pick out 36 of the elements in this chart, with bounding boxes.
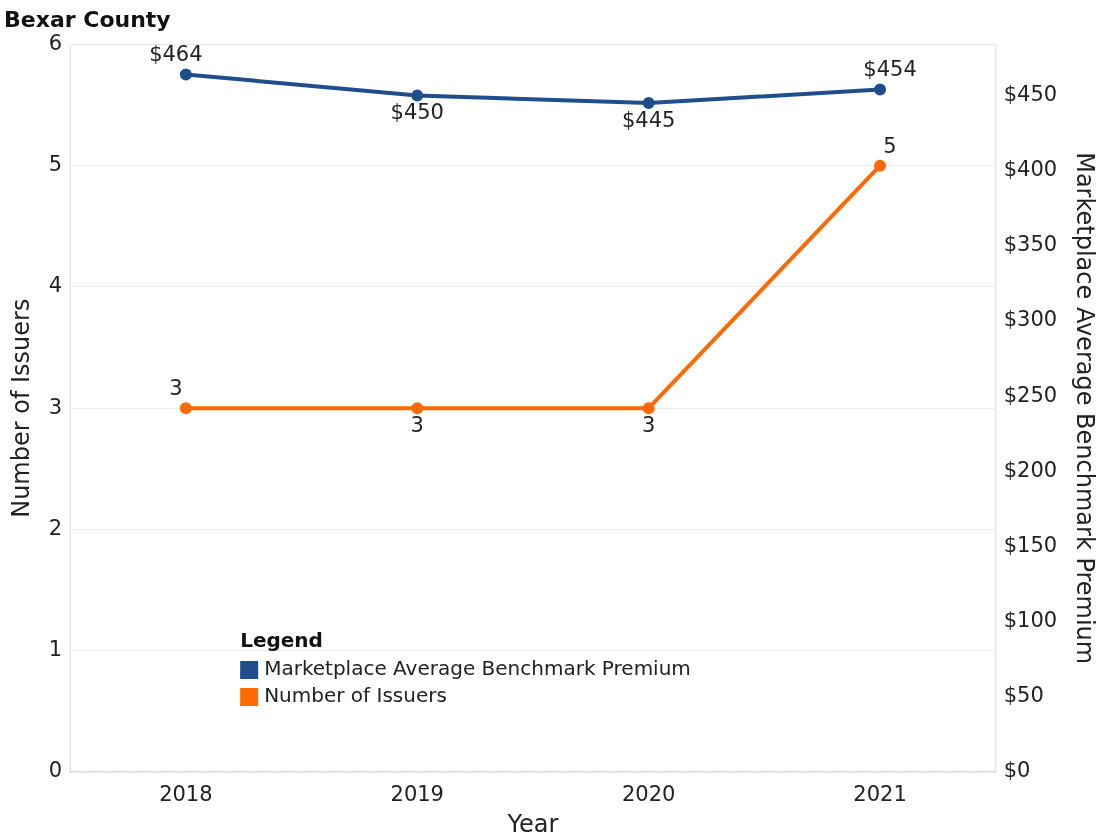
y2-tick-label: $200: [1003, 457, 1058, 482]
x-tick-label: 2021: [853, 782, 907, 807]
y-axis-title: Number of Issuers: [6, 298, 35, 518]
y-tick-label: 6: [48, 30, 63, 55]
data-label: 3: [410, 413, 424, 438]
x-tick-label: 2018: [159, 782, 213, 807]
data-label: 5: [883, 133, 897, 158]
y2-tick-label: $450: [1003, 81, 1058, 106]
y-tick-label: 2: [48, 515, 63, 540]
y2-tick-label: $150: [1003, 532, 1058, 557]
data-label: $450: [390, 100, 444, 125]
data-label: 3: [169, 376, 183, 401]
y2-tick-label: $100: [1003, 608, 1058, 633]
x-axis-title: Year: [506, 809, 559, 838]
y2-tick-label: $400: [1003, 157, 1058, 182]
x-tick-label: 2020: [621, 782, 676, 807]
y-tick-label: 3: [48, 394, 63, 419]
y-tick-label: 0: [48, 758, 63, 783]
y2-tick-label: $50: [1003, 683, 1044, 708]
y-tick-label: 4: [48, 273, 63, 298]
data-label: $464: [149, 42, 203, 67]
y-tick-label: 5: [48, 152, 63, 177]
legend-label: Marketplace Average Benchmark Premium: [264, 656, 691, 681]
data-label: 3: [641, 413, 656, 438]
y-tick-label: 1: [48, 637, 63, 662]
data-label: $454: [863, 57, 917, 82]
y2-tick-label: $350: [1003, 232, 1058, 257]
chart-title: Bexar County: [4, 6, 171, 32]
data-label: $445: [621, 107, 676, 132]
legend-label: Number of Issuers: [264, 683, 447, 708]
y2-axis-title: Marketplace Average Benchmark Premium: [1071, 152, 1100, 665]
y2-tick-label: $0: [1003, 758, 1031, 783]
y2-tick-label: $300: [1003, 307, 1058, 332]
x-tick-label: 2019: [390, 782, 444, 807]
legend-title: Legend: [240, 628, 323, 653]
y2-tick-label: $250: [1003, 382, 1058, 407]
